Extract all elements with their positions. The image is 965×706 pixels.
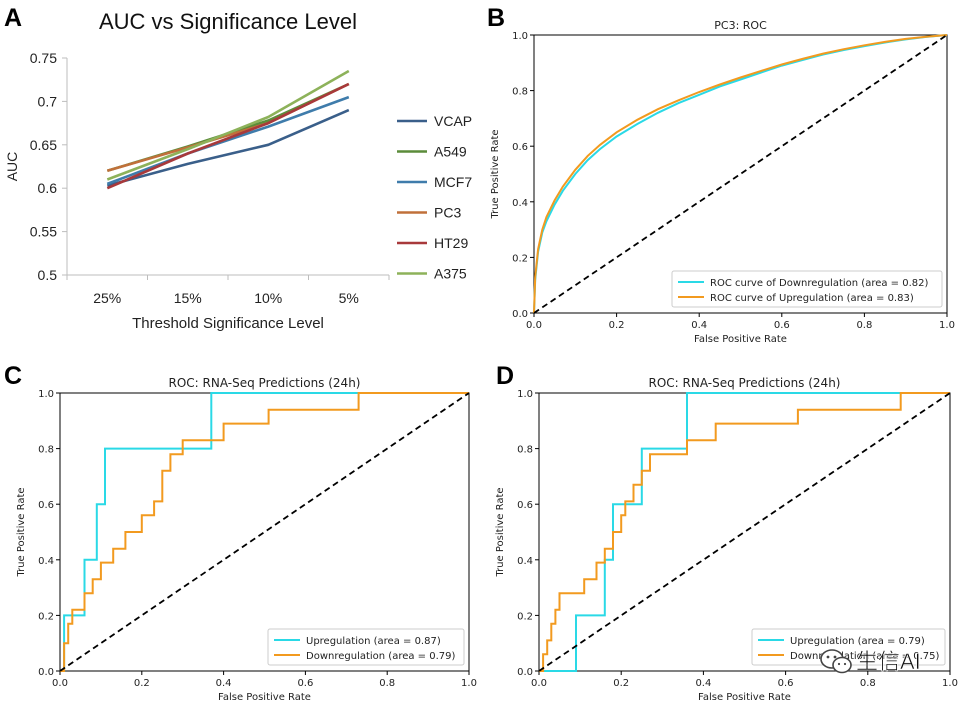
y-tick-label: 0.8 [517,445,533,456]
x-tick-label: 0.4 [216,678,232,689]
y-tick-label: 1.0 [517,389,533,400]
chance-diagonal-line [533,34,948,314]
chart-title: ROC: RNA-Seq Predictions (24h) [169,376,361,390]
y-tick-label: 0.4 [517,556,533,567]
y-tick-label: 0.7 [38,93,58,109]
legend-label-0: Upregulation (area = 0.87) [306,636,441,647]
roc-curve-0 [60,392,469,672]
roc-curve-1 [539,392,950,672]
legend-label-a549: A549 [434,144,467,160]
y-tick-label: 0.6 [38,180,58,196]
chart-rnaseq-roc-c: ROC: RNA-Seq Predictions (24h) 0.00.0 0.2 0… [16,376,477,703]
y-tick-label: 0.0 [512,309,528,320]
series-line-a549 [106,82,350,173]
x-axis-label: False Positive Rate [694,334,787,345]
chart-title: PC3: ROC [714,19,767,32]
x-tick-label: 0.2 [134,678,150,689]
legend-label-mcf7: MCF7 [434,174,472,190]
x-tick-label: 0.0 [526,320,542,331]
y-tick-label: 0.0 [517,667,533,678]
y-tick-label: 0.55 [30,224,57,240]
x-tick-label: 0.4 [695,678,711,689]
watermark-text: 生信AI [856,649,921,674]
legend-label-vcap: VCAP [434,113,472,129]
x-tick-label: 0.2 [609,320,625,331]
panel-label-c: C [4,362,22,390]
y-tick-label: 0.0 [38,667,54,678]
series-line-a375 [106,69,350,181]
legend-label-pc3: PC3 [434,205,461,221]
y-axis-label: True Positive Rate [495,487,506,577]
series-line-vcap [106,108,350,187]
x-tick-label: 5% [339,290,359,306]
chart-title: AUC vs Significance Level [99,9,357,34]
x-tick-label: 0.8 [860,678,876,689]
x-tick-label: 0.8 [856,320,872,331]
x-tick-label: 0.2 [613,678,629,689]
chart-title: ROC: RNA-Seq Predictions (24h) [649,376,841,390]
x-tick-label: 0.6 [778,678,794,689]
x-axis-label: Threshold Significance Level [132,315,324,332]
y-tick-label: 0.5 [38,267,58,283]
x-tick-label: 1.0 [942,678,958,689]
chart-pc3-roc: PC3: ROC 0.00.0 0.2 0.2 0.4 0.4 0.6 0.6 0.8 0.8 1.… [490,19,955,345]
legend-box [671,270,943,308]
legend-label-a375: A375 [434,266,467,282]
y-tick-label: 0.65 [30,137,57,153]
chart-rnaseq-roc-d: ROC: RNA-Seq Predictions (24h) 0.00.0 0.2 0… [495,376,958,703]
y-tick-label: 0.8 [512,87,528,98]
y-tick-label: 1.0 [512,31,528,42]
x-tick-label: 25% [93,290,121,306]
x-tick-label: 0.6 [297,678,313,689]
legend-label-1: Downregulation (area = 0.79) [306,651,456,662]
x-tick-label: 0.4 [691,320,707,331]
y-axis-label: AUC [4,152,20,182]
panel-label-b: B [487,4,505,32]
y-axis-label: True Positive Rate [16,487,27,577]
legend-label-0: ROC curve of Downregulation (area = 0.82… [710,278,929,289]
x-tick-label: 0.6 [774,320,790,331]
chance-diagonal-line [59,392,470,672]
x-axis-label: False Positive Rate [218,692,311,703]
legend-label-0: Upregulation (area = 0.79) [790,636,925,647]
y-tick-label: 0.75 [30,50,57,66]
legend-label-1: ROC curve of Upregulation (area = 0.83) [710,293,914,304]
series-line-ht29 [106,82,350,190]
y-tick-label: 1.0 [38,389,54,400]
y-tick-label: 0.6 [512,142,528,153]
chance-diagonal-line [538,392,951,672]
y-tick-label: 0.4 [512,198,528,209]
watermark: 生信AI [820,649,921,674]
x-tick-label: 10% [254,290,282,306]
x-tick-label: 0.8 [379,678,395,689]
x-tick-label: 1.0 [939,320,955,331]
x-axis-label: False Positive Rate [698,692,791,703]
legend-label-1: Downregulation (area = 0.75) [790,651,940,662]
x-tick-label: 15% [174,290,202,306]
y-tick-label: 0.2 [517,611,533,622]
series-line-pc3 [106,82,350,173]
legend-label-ht29: HT29 [434,235,468,251]
chart-auc-vs-significance: AUC vs Significance Level 0.5 0.55 0.6 0.65 0… [4,9,472,332]
panel-label-a: A [4,4,22,32]
panel-label-d: D [496,362,514,390]
legend-box [267,628,465,666]
x-tick-label: 0.0 [52,678,68,689]
y-tick-label: 0.4 [38,556,54,567]
series-line-mcf7 [106,95,350,186]
y-tick-label: 0.8 [38,445,54,456]
y-tick-label: 0.2 [512,253,528,264]
x-tick-label: 0.0 [531,678,547,689]
roc-curve-1 [533,34,948,314]
x-tick-label: 1.0 [461,678,477,689]
wechat-logo [820,649,852,674]
y-tick-label: 0.6 [517,500,533,511]
y-axis-label: True Positive Rate [490,129,501,219]
y-tick-label: 0.2 [38,611,54,622]
y-tick-label: 0.6 [38,500,54,511]
roc-curve-1 [60,392,469,672]
